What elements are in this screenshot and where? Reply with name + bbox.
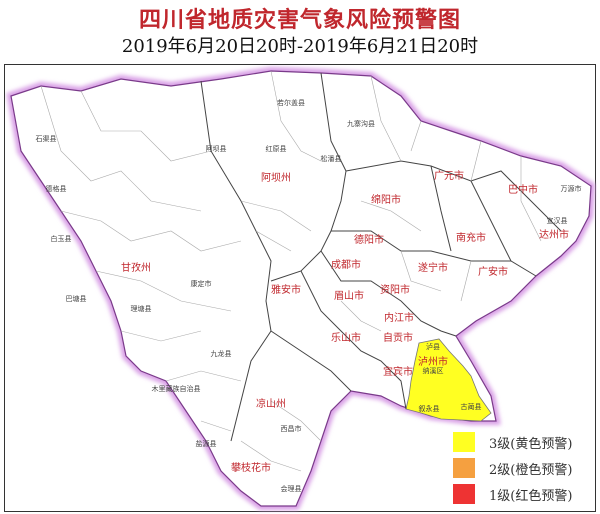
- city-label: 遂宁市: [418, 261, 448, 274]
- city-label: 宜宾市: [383, 365, 413, 378]
- county-label: 康定市: [191, 279, 212, 288]
- city-label: 雅安市: [271, 283, 301, 296]
- city-label: 自贡市: [383, 331, 413, 344]
- city-label: 攀枝花市: [231, 461, 271, 474]
- city-label: 德阳市: [354, 233, 384, 246]
- county-label: 纳溪区: [423, 366, 444, 375]
- county-label: 万源市: [561, 184, 582, 193]
- map-frame: 石渠县 若尔盖县九寨沟县阿坝县 红原县松潘县德格县白玉县巴塘县理塘县 康定市九龙县木里…: [4, 64, 596, 512]
- county-label: 木里藏族自治县: [152, 384, 201, 393]
- city-label: 眉山市: [334, 289, 364, 302]
- legend: 3级(黄色预警) 2级(橙色预警) 1级(红色预警): [453, 429, 572, 507]
- city-label: 南充市: [456, 231, 486, 244]
- county-label: 九龙县: [211, 349, 232, 358]
- city-label: 资阳市: [380, 283, 410, 296]
- city-label: 泸州市: [418, 355, 448, 368]
- legend-label: 3级(黄色预警): [489, 436, 573, 452]
- city-label: 乐山市: [331, 331, 361, 344]
- legend-label: 2级(橙色预警): [489, 462, 573, 478]
- city-label: 内江市: [384, 311, 414, 324]
- city-label: 甘孜州: [121, 261, 151, 274]
- legend-label: 1级(红色预警): [489, 488, 573, 504]
- prefecture-boundaries: [200, 72, 562, 442]
- city-label: 广安市: [478, 265, 508, 278]
- legend-item-level3: 3级(黄色预警): [453, 429, 572, 455]
- county-label: 宣汉县: [547, 216, 568, 225]
- county-label: 古蔺县: [461, 402, 482, 411]
- county-label: 德格县: [46, 184, 67, 193]
- county-label: 盐源县: [196, 439, 217, 448]
- legend-swatch-orange: [453, 458, 475, 478]
- map-title: 四川省地质灾害气象风险预警图: [138, 8, 461, 33]
- county-label: 会理县: [281, 484, 302, 493]
- county-label: 石渠县: [36, 134, 57, 143]
- county-label: 九寨沟县: [347, 119, 375, 128]
- yellow-warning-zone: [405, 338, 492, 422]
- county-label: 白玉县: [51, 234, 72, 243]
- city-label: 巴中市: [508, 183, 538, 196]
- county-label: 红原县: [266, 144, 287, 153]
- county-label: 松潘县: [321, 154, 342, 163]
- city-label: 成都市: [331, 258, 361, 271]
- county-label: 巴塘县: [66, 294, 87, 303]
- county-label: 西昌市: [281, 424, 302, 433]
- city-label: 广元市: [434, 169, 464, 182]
- legend-item-level1: 1级(红色预警): [453, 481, 572, 507]
- legend-item-level2: 2级(橙色预警): [453, 455, 572, 481]
- city-label: 凉山州: [256, 397, 286, 410]
- legend-swatch-yellow: [453, 432, 475, 452]
- city-label: 绵阳市: [371, 193, 401, 206]
- map-subtitle: 2019年6月20日20时-2019年6月21日20时: [121, 36, 479, 57]
- county-label: 理塘县: [131, 304, 152, 313]
- county-label: 阿坝县: [206, 144, 227, 153]
- county-label: 叙永县: [419, 404, 440, 413]
- city-label: 达州市: [539, 228, 569, 241]
- county-boundaries: [40, 70, 542, 472]
- legend-swatch-red: [453, 484, 475, 504]
- city-label: 阿坝州: [261, 172, 291, 184]
- county-label: 若尔盖县: [277, 98, 305, 107]
- county-label: 泸县: [426, 342, 440, 351]
